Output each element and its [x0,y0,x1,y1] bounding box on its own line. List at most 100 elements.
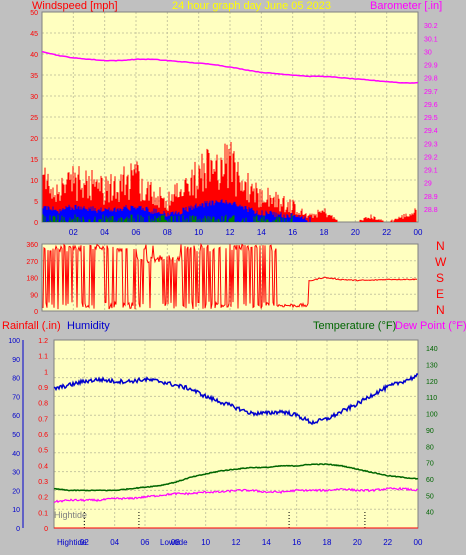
wind-y-tick: 30 [30,94,38,101]
x-tick-label: 20 [353,538,362,547]
x-tick-label: 00 [414,538,423,547]
x-tick-label: 08 [163,228,172,237]
temperature-y-tick: 120 [426,379,438,386]
barometer-y-tick: 30.1 [424,36,438,43]
direction-plot-frame [41,243,419,312]
barometer-y-tick: 30.2 [424,23,438,30]
chart-title: 24 hour graph day June 05 2023 [172,0,332,12]
rain-y-tick: 0.4 [38,463,48,470]
barometer-y-tick: 29.8 [424,76,438,83]
dewpoint-series-line [53,486,419,504]
windspeed-axis-label: Windspeed [mph] [32,0,118,12]
hightide-inner-label: Hightide [54,510,88,520]
wind-y-tick: 45 [30,31,38,38]
x-tick-label: 14 [262,538,271,547]
x-tick-label: 12 [226,228,235,237]
direction-y-tick: 90 [30,292,38,299]
rain-y-tick: 0.7 [38,416,48,423]
x-tick-label: 06 [132,228,141,237]
direction-label-w: W [435,255,447,269]
rain-y-tick: 1.2 [38,338,48,345]
x-tick-label: 02 [80,538,89,547]
barometer-y-tick: 29.9 [424,63,438,70]
temperature-y-tick: 130 [426,363,438,370]
barometer-series-line [41,50,419,84]
direction-label-s: S [436,271,445,285]
barometer-y-tick: 29.2 [424,154,438,161]
wind-y-tick: 50 [30,10,38,17]
wind-y-tick: 40 [30,52,38,59]
temperature-y-tick: 60 [426,477,434,484]
temperature-y-tick: 140 [426,346,438,353]
x-tick-label: 06 [141,538,150,547]
lowtide-bottom-label: Lowtide [160,538,188,547]
rain-y-tick: 0.2 [38,495,48,502]
rain-y-tick: 1 [44,369,48,376]
barometer-y-tick: 29.1 [424,168,438,175]
barometer-y-tick: 29 [424,181,432,188]
x-tick-label: 18 [323,538,332,547]
rain-y-tick: 1.1 [38,354,48,361]
x-tick-label: 04 [110,538,119,547]
x-tick-label: 22 [383,538,392,547]
rainfall-axis-label: Rainfall (.in) [2,320,61,332]
temperature-y-tick: 90 [426,428,434,435]
wind-y-tick: 20 [30,136,38,143]
direction-label-e: E [436,287,445,301]
wind-y-tick: 35 [30,73,38,80]
rain-y-tick: 0.1 [38,510,48,517]
humidity-y-tick: 70 [12,394,20,401]
x-tick-label: 20 [351,228,360,237]
direction-label-n-top: N [436,239,445,253]
temperature-series-line [53,463,419,492]
barometer-y-tick: 29.7 [424,89,438,96]
temperature-axis-label: Temperature (°F) [313,320,397,332]
direction-y-tick: 180 [26,276,38,283]
barometer-y-tick: 28.9 [424,194,438,201]
barometer-y-tick: 29.3 [424,141,438,148]
x-tick-label: 00 [414,228,423,237]
temperature-y-tick: 40 [426,510,434,517]
x-tick-label: 14 [257,228,266,237]
barometer-axis-label: Barometer [.in] [370,0,443,12]
wind-y-tick: 0 [34,220,38,227]
rain-y-tick: 0.3 [38,479,48,486]
x-tick-label: 22 [382,228,391,237]
wind-y-tick: 25 [30,115,38,122]
barometer-y-tick: 29.4 [424,128,438,135]
x-tick-label: 12 [232,538,241,547]
rain-y-tick: 0.6 [38,432,48,439]
humidity-y-tick: 30 [12,470,20,477]
barometer-y-tick: 29.5 [424,115,438,122]
wind-direction-series-line [42,242,418,310]
x-tick-label: 02 [69,228,78,237]
rain-y-tick: 0.9 [38,385,48,392]
wind-y-tick: 5 [34,199,38,206]
rain-y-tick: 0.5 [38,448,48,455]
dewpoint-axis-label: Dew Point (°F) [395,320,466,332]
barometer-y-tick: 30 [424,49,432,56]
x-tick-label: 10 [194,228,203,237]
humidity-y-tick: 20 [12,488,20,495]
x-tick-label: 04 [100,228,109,237]
x-tick-label: 10 [201,538,210,547]
x-tick-label: 16 [288,228,297,237]
humidity-series-line [53,373,419,426]
rain-y-tick: 0.8 [38,401,48,408]
humidity-y-tick: 90 [12,357,20,364]
temperature-y-tick: 70 [426,461,434,468]
direction-y-tick: 0 [34,309,38,316]
x-tick-label: 18 [320,228,329,237]
temperature-y-tick: 100 [426,412,438,419]
wind-y-tick: 15 [30,157,38,164]
humidity-y-tick: 50 [12,432,20,439]
x-tick-label: 16 [292,538,301,547]
barometer-y-tick: 29.6 [424,102,438,109]
barometer-y-tick: 28.8 [424,207,438,214]
hightide-bottom-label: Hightide [57,538,87,547]
humidity-y-tick: 80 [12,376,20,383]
humidity-axis-label: Humidity [67,320,110,332]
temperature-y-tick: 50 [426,493,434,500]
humidity-y-tick: 60 [12,413,20,420]
